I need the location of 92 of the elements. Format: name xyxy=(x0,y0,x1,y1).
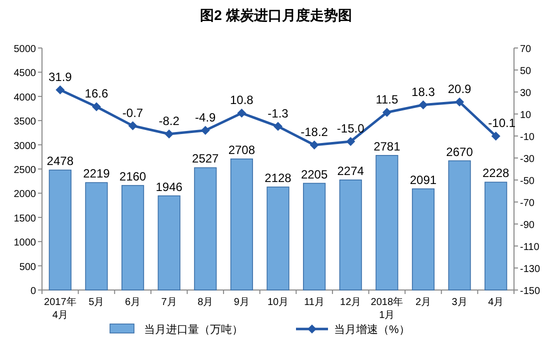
bar xyxy=(48,170,72,290)
y2-tick-label: 30 xyxy=(520,88,532,99)
chart-title: 图2 煤炭进口月度走势图 xyxy=(200,7,352,23)
bar xyxy=(230,158,253,290)
data-label: 11.5 xyxy=(376,92,398,106)
bar xyxy=(194,167,217,290)
x-tick-label: 2017年 4月 xyxy=(44,296,76,321)
y-tick-label: 2000 xyxy=(14,189,36,200)
bar xyxy=(303,182,326,290)
x-tick-label: 10月 xyxy=(267,297,289,308)
legend-label: 当月进口量（万吨） xyxy=(144,323,243,336)
point xyxy=(237,108,246,118)
y2-tick-label: 50 xyxy=(520,66,532,77)
legend-label: 当月增速（%） xyxy=(334,323,410,336)
point xyxy=(164,130,174,139)
data-label: -4.9 xyxy=(195,110,216,124)
data-label: -10.1 xyxy=(488,116,516,130)
y-tick-label: 3500 xyxy=(14,116,36,128)
y-tick-label: 0 xyxy=(30,286,36,297)
y-tick-label: 5000 xyxy=(14,44,36,55)
data-label: -8.2 xyxy=(158,114,180,128)
data-label: 18.3 xyxy=(412,84,436,99)
data-label: 2160 xyxy=(119,169,146,184)
bar xyxy=(158,195,180,290)
y2-tick-label: -130 xyxy=(520,264,540,275)
point xyxy=(418,100,428,110)
point xyxy=(200,126,210,135)
data-label: -18.2 xyxy=(300,125,328,140)
data-label: 2527 xyxy=(192,152,220,166)
x-tick-label: 2月 xyxy=(415,297,432,308)
x-tick-label: 3月 xyxy=(452,297,468,308)
data-label: -15.0 xyxy=(336,122,365,136)
data-label: 2205 xyxy=(300,167,328,182)
y-tick-label: 4000 xyxy=(14,92,36,104)
y2-tick-label: -70 xyxy=(520,198,535,209)
x-tick-label: 4月 xyxy=(488,297,504,308)
point xyxy=(56,85,65,94)
y-tick-label: 1000 xyxy=(14,238,36,249)
y-tick-label: 500 xyxy=(19,262,36,273)
point xyxy=(274,122,282,131)
point xyxy=(382,108,392,117)
data-label: 2091 xyxy=(410,172,437,187)
x-tick-label: 7月 xyxy=(161,297,177,308)
data-label: 10.8 xyxy=(230,93,254,108)
data-label: 2128 xyxy=(264,171,292,186)
bar xyxy=(121,185,144,290)
y2-tick-label: 70 xyxy=(520,44,532,55)
bar xyxy=(339,180,362,290)
point xyxy=(455,98,464,107)
data-label: 2478 xyxy=(46,154,74,168)
y2-tick-label: -10 xyxy=(520,132,535,143)
point xyxy=(491,132,500,141)
y2-tick-label: -90 xyxy=(520,220,535,231)
y-tick-label: 1500 xyxy=(14,213,36,224)
data-label: 2670 xyxy=(446,144,474,159)
y2-tick-label: -150 xyxy=(520,286,540,297)
x-tick-label: 8月 xyxy=(198,297,214,308)
当月进口量（万吨）: 2478 2219 2160 1946 2527 2708 2128 2205 2274 2781 2091 2670 2228 xyxy=(46,139,510,290)
x-tick-label: 2018年 1月 xyxy=(370,296,404,321)
y-tick-label: 2500 xyxy=(14,165,36,176)
bar xyxy=(448,160,471,290)
y-tick-label: 3000 xyxy=(14,140,36,152)
bar xyxy=(484,182,508,290)
y2-tick-label: -110 xyxy=(520,242,540,253)
data-label: -0.7 xyxy=(122,106,144,120)
data-label: 16.6 xyxy=(84,86,108,101)
data-label: 2228 xyxy=(482,166,510,180)
data-label: 2781 xyxy=(374,139,401,154)
x-tick-label: 12月 xyxy=(340,297,362,308)
bar xyxy=(85,182,108,290)
bar xyxy=(376,155,398,290)
data-label: 1946 xyxy=(156,180,183,194)
y2-tick-label: 10 xyxy=(520,110,532,121)
x-tick-label: 6月 xyxy=(124,297,141,308)
bar xyxy=(266,186,290,290)
point xyxy=(346,137,356,146)
data-label: 2708 xyxy=(228,142,256,157)
data-label: 20.9 xyxy=(448,82,472,96)
y2-tick-label: -50 xyxy=(520,176,535,187)
data-label: 31.9 xyxy=(48,70,72,84)
data-label: -1.3 xyxy=(268,106,289,120)
point xyxy=(128,121,138,130)
y-tick-label: 4500 xyxy=(14,68,36,80)
x-tick-label: 5月 xyxy=(88,297,104,308)
point xyxy=(310,140,319,150)
point xyxy=(92,102,101,112)
x-tick-label: 9月 xyxy=(234,297,250,308)
y2-tick-label: -30 xyxy=(520,154,535,165)
x-tick-label: 11月 xyxy=(304,297,325,308)
bar xyxy=(412,188,435,290)
data-label: 2219 xyxy=(83,166,110,181)
data-label: 2274 xyxy=(337,164,364,178)
